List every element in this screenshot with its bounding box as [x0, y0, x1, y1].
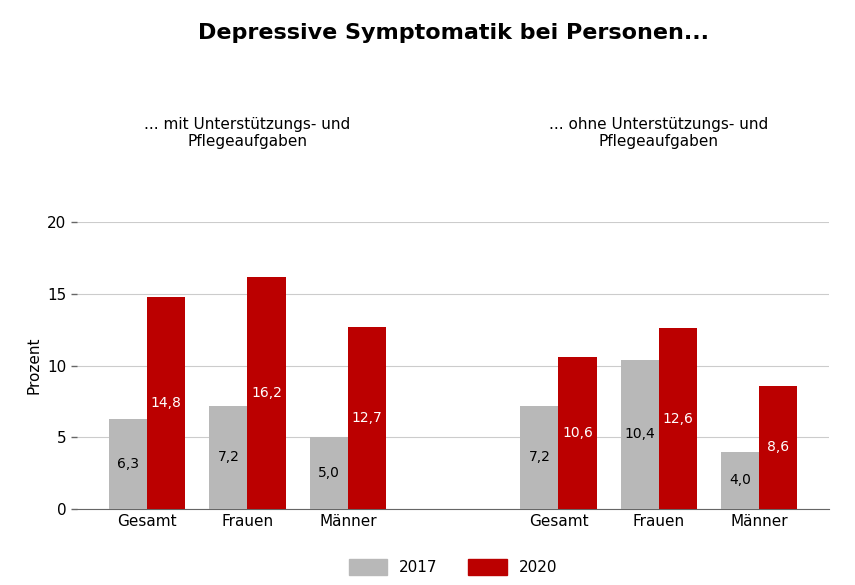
Text: 4,0: 4,0: [729, 473, 751, 487]
Text: 10,6: 10,6: [562, 426, 593, 440]
Text: 7,2: 7,2: [528, 450, 551, 464]
Text: 7,2: 7,2: [217, 450, 239, 464]
Bar: [721, 452, 759, 509]
Bar: [348, 327, 386, 509]
Bar: [621, 360, 659, 509]
Bar: [310, 438, 348, 509]
Text: 8,6: 8,6: [767, 441, 789, 455]
Bar: [147, 297, 186, 509]
Bar: [109, 419, 147, 509]
Text: 5,0: 5,0: [318, 466, 339, 480]
Text: 12,6: 12,6: [663, 412, 693, 426]
Y-axis label: Prozent: Prozent: [27, 337, 42, 394]
Text: Depressive Symptomatik bei Personen...: Depressive Symptomatik bei Personen...: [198, 23, 709, 43]
Text: 6,3: 6,3: [117, 457, 139, 471]
Text: ... mit Unterstützungs- und
Pflegeaufgaben: ... mit Unterstützungs- und Pflegeaufgab…: [144, 117, 351, 149]
Bar: [247, 277, 286, 509]
Bar: [558, 357, 597, 509]
Text: 10,4: 10,4: [624, 428, 655, 442]
Text: 16,2: 16,2: [251, 386, 282, 400]
Bar: [759, 386, 797, 509]
Legend: 2017, 2020: 2017, 2020: [343, 553, 563, 581]
Text: 12,7: 12,7: [351, 411, 382, 425]
Bar: [521, 406, 558, 509]
Bar: [659, 328, 697, 509]
Text: 14,8: 14,8: [150, 396, 181, 410]
Text: ... ohne Unterstützungs- und
Pflegeaufgaben: ... ohne Unterstützungs- und Pflegeaufga…: [549, 117, 769, 149]
Bar: [209, 406, 247, 509]
